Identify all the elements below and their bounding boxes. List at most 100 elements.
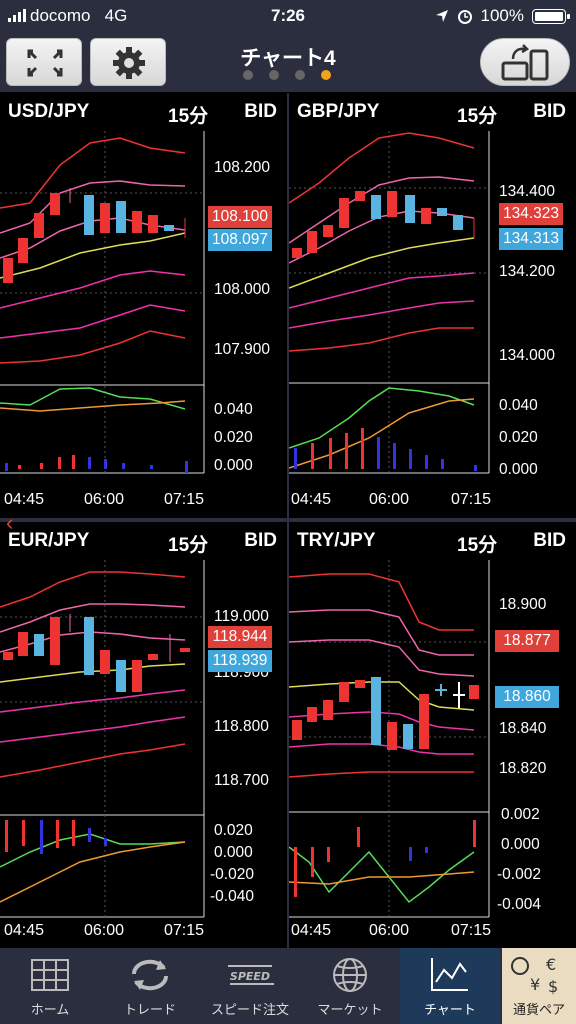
tab-currency-pair[interactable]: € ¥ $ 通貨ペア	[502, 948, 576, 1024]
tab-label: ホーム	[30, 1002, 70, 1017]
clock: 7:26	[270, 6, 306, 25]
chart-panel-gbpjpy[interactable]: GBP/JPY 15分 BID 134.400 134.200	[289, 93, 576, 518]
svg-text:$: $	[548, 977, 558, 996]
price-chart	[0, 560, 205, 918]
tab-speed-order[interactable]: SPEED スピード注文	[200, 948, 300, 1024]
indicator-axis-label: 0.000	[214, 844, 253, 861]
indicator-axis-label: 0.020	[499, 429, 538, 446]
battery-percent: 100%	[480, 6, 524, 25]
time-axis-label: 04:45	[4, 922, 45, 939]
bid-price-badge: 108.097	[208, 229, 272, 251]
price-type-label[interactable]: BID	[244, 530, 277, 551]
tab-home[interactable]: ホーム	[0, 948, 100, 1024]
page-dot[interactable]	[269, 70, 279, 80]
price-axis-label: 119.000	[214, 608, 269, 625]
network-label: 4G	[104, 6, 128, 25]
svg-text:€: €	[546, 955, 556, 974]
price-axis-label: 108.200	[214, 159, 271, 176]
indicator-axis-label: 0.040	[214, 401, 253, 418]
time-axis-label: 06:00	[369, 491, 410, 508]
speed-icon: SPEED	[228, 965, 274, 985]
indicator-axis-label: 0.000	[214, 457, 253, 474]
scroll-left-arrow-icon[interactable]: ‹	[6, 510, 14, 535]
chart-panel-tryjpy[interactable]: TRY/JPY 15分 BID 18.900 18.840 18	[289, 522, 576, 948]
page-indicator	[243, 70, 331, 80]
currency-pair-label: USD/JPY	[8, 101, 90, 122]
chart-panel-eurjpy[interactable]: EUR/JPY 15分 BID 119.000 118.900	[0, 522, 287, 948]
tab-label: 通貨ペア	[512, 1002, 565, 1017]
currency-pair-label: GBP/JPY	[297, 101, 380, 122]
indicator-axis-label: 0.002	[501, 806, 540, 823]
bid-price-badge: 18.860	[495, 686, 559, 708]
grid-icon	[31, 959, 69, 991]
page-dot-active[interactable]	[321, 70, 331, 80]
bid-price-badge: 134.313	[499, 228, 563, 250]
time-axis-label: 06:00	[369, 922, 410, 939]
ask-price-badge: 118.944	[208, 626, 272, 648]
alarm-icon	[457, 10, 472, 24]
ask-price-badge: 108.100	[208, 206, 272, 228]
price-axis-label: 18.820	[499, 760, 547, 777]
price-axis-label: 134.400	[499, 183, 556, 200]
tab-trade[interactable]: トレード	[100, 948, 200, 1024]
panel-divider	[0, 518, 576, 522]
rotate-icon	[501, 44, 549, 81]
fullscreen-button[interactable]	[6, 38, 82, 86]
chart-icon	[431, 958, 468, 991]
panel-header: EUR/JPY 15分 BID	[0, 522, 287, 558]
price-type-label[interactable]: BID	[533, 101, 566, 122]
ask-price-badge: 18.877	[495, 630, 559, 652]
price-axis-label: 107.900	[214, 341, 271, 358]
page-dot[interactable]	[295, 70, 305, 80]
time-axis-label: 07:15	[451, 922, 492, 939]
carrier-label: docomo 4G	[30, 6, 128, 25]
price-chart	[0, 131, 205, 474]
currency-pair-label: EUR/JPY	[8, 530, 90, 551]
status-bar: docomo 4G 7:26 100%	[0, 0, 576, 32]
panel-header: GBP/JPY 15分 BID	[289, 93, 576, 129]
rotate-layout-button[interactable]	[480, 38, 570, 86]
panel-header: TRY/JPY 15分 BID	[289, 522, 576, 558]
timeframe-label[interactable]: 15分	[168, 535, 209, 556]
price-type-label[interactable]: BID	[244, 101, 277, 122]
chart-panel-usdjpy[interactable]: USD/JPY 15分 BID 108.200 108.000	[0, 93, 287, 518]
tab-market[interactable]: マーケット	[300, 948, 400, 1024]
price-axis-label: 118.700	[214, 772, 269, 789]
price-axis-label: 18.840	[499, 720, 547, 737]
location-icon	[435, 10, 448, 22]
timeframe-label[interactable]: 15分	[457, 106, 498, 127]
indicator-axis-label: 0.020	[214, 429, 253, 446]
currency-pair-icon: € ¥ $	[511, 955, 558, 996]
time-axis-label: 06:00	[84, 491, 125, 508]
currency-pair-label: TRY/JPY	[297, 530, 376, 551]
price-type-label[interactable]: BID	[533, 530, 566, 551]
time-axis-label: 04:45	[291, 491, 332, 508]
indicator-axis-label: 0.000	[501, 836, 540, 853]
indicator-axis-label: -0.002	[497, 866, 541, 883]
price-axis-label: 118.800	[214, 718, 269, 735]
price-axis-label: 108.000	[214, 281, 271, 298]
page-dot[interactable]	[243, 70, 253, 80]
bottom-tab-bar: ホーム トレード SPEED スピード注文 マーケット チャート € ¥ $	[0, 948, 576, 1024]
chart-toolbar: チャート4	[0, 32, 576, 92]
price-axis-label: 134.000	[499, 347, 556, 364]
time-axis-label: 04:45	[291, 922, 332, 939]
svg-text:SPEED: SPEED	[230, 970, 270, 983]
timeframe-label[interactable]: 15分	[168, 106, 209, 127]
tab-label: マーケット	[317, 1002, 383, 1017]
gear-icon	[113, 47, 145, 79]
indicator-axis-label: 0.040	[499, 397, 538, 414]
price-chart	[289, 560, 490, 918]
indicator-axis-label: 0.020	[214, 822, 253, 839]
bid-price-badge: 118.939	[208, 650, 272, 672]
timeframe-label[interactable]: 15分	[457, 535, 498, 556]
svg-text:¥: ¥	[530, 975, 540, 994]
settings-button[interactable]	[90, 38, 166, 86]
price-axis-label: 18.900	[499, 596, 547, 613]
time-axis-label: 04:45	[4, 491, 45, 508]
time-axis-label: 06:00	[84, 922, 125, 939]
tab-chart[interactable]: チャート	[400, 948, 500, 1024]
tab-label: チャート	[424, 1002, 476, 1017]
fullscreen-icon	[27, 49, 63, 77]
refresh-icon	[131, 959, 169, 991]
